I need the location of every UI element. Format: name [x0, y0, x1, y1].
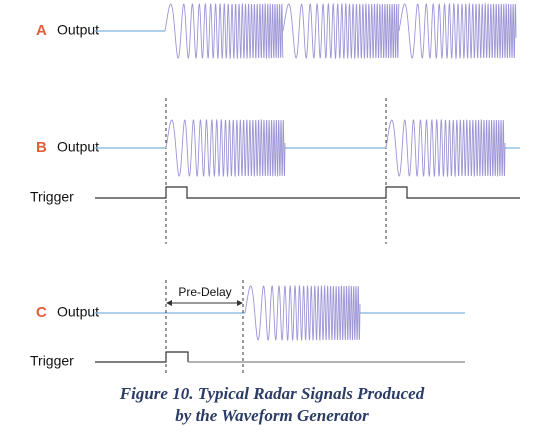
chirp-burst — [165, 118, 286, 178]
trigger-label: Trigger — [30, 353, 74, 369]
panel-letter: C — [36, 304, 47, 321]
trigger-label: Trigger — [30, 189, 74, 205]
trigger-line — [95, 351, 189, 363]
caption: Figure 10. Typical Radar Signals Produce… — [119, 384, 425, 403]
output-label: Output — [57, 304, 99, 320]
annotation: Pre-Delay — [178, 285, 231, 299]
annotation-box — [172, 285, 238, 300]
chirp-burst — [398, 2, 517, 60]
output-label: Output — [57, 139, 99, 155]
trigger-line — [95, 186, 520, 199]
panel-letter: B — [36, 139, 47, 156]
chirp-burst — [244, 284, 361, 342]
panel-letter: A — [36, 22, 47, 39]
chirp-burst — [164, 2, 284, 60]
output-label: Output — [57, 22, 99, 38]
chirp-burst — [282, 2, 400, 60]
chirp-burst — [385, 118, 506, 178]
caption: by the Waveform Generator — [175, 406, 369, 425]
